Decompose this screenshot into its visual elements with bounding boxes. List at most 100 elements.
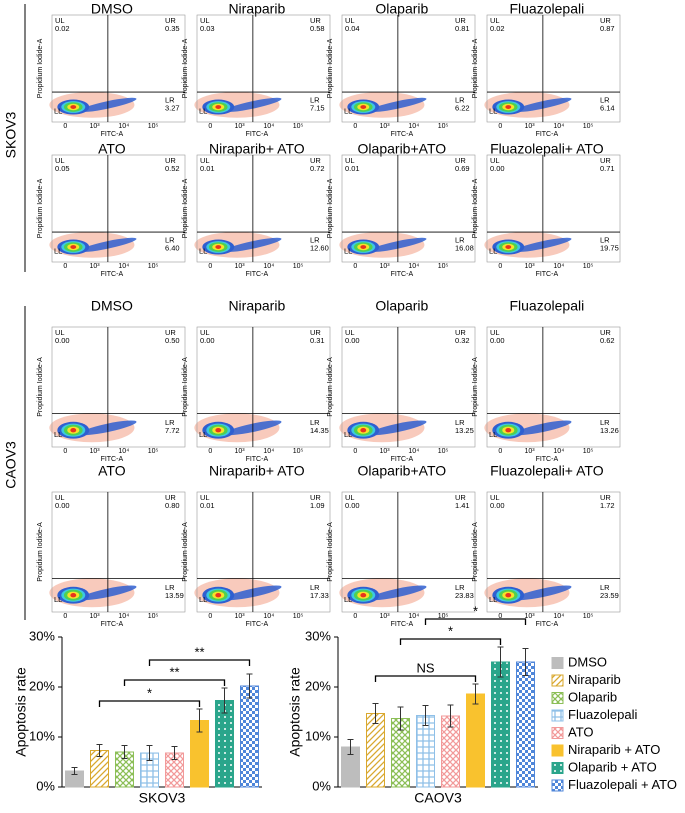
x-axis-label: CAOV3 [414,790,462,806]
significance-label: ** [169,664,179,679]
y-axis-label: Propidium Iodide-A [37,522,44,582]
plot-frame [486,14,621,123]
quadrant-label: UL [345,328,355,337]
quadrant-label: UR [165,328,176,337]
x-tick-label: 0 [353,263,357,270]
quadrant-label: UR [310,493,321,502]
quadrant-label: LR [455,418,465,427]
quadrant-label: UL [55,156,65,165]
quadrant-label: UL [490,328,500,337]
quadrant-value: 12.60 [310,244,329,253]
bar [466,693,485,788]
x-axis-label: FITC-A [536,456,559,463]
y-axis-label: Propidium Iodide-A [182,357,189,417]
quadrant-value: 1.72 [600,501,615,510]
quadrant-value: 3.27 [165,104,180,113]
error-bar [447,704,454,728]
x-tick-label: 10⁴ [263,123,274,130]
quadrant-label: UR [165,16,176,25]
quadrant-value: 13.26 [600,426,619,435]
x-tick-label: 10³ [379,263,390,270]
legend-swatch [551,727,564,739]
error-bar [196,708,203,733]
quadrant-label: LR [455,96,465,105]
x-tick-label: 10³ [234,448,245,455]
quadrant-value: 0.05 [55,164,70,173]
x-tick-label: 10⁴ [118,263,129,270]
x-tick-label: 10⁵ [148,613,159,620]
legend-label: Niraparib [568,672,621,687]
event-density [70,105,77,109]
event-density [360,105,367,109]
bar [366,713,385,788]
quadrant-value: 1.41 [455,501,470,510]
quadrant-label: UR [600,156,611,165]
event-density [505,428,512,433]
error-bar [472,683,479,705]
quadrant-label: UR [455,328,466,337]
bar [516,661,535,788]
quadrant-value: 0.32 [455,336,470,345]
x-tick-label: 10³ [379,448,390,455]
y-axis-label: Propidium Iodide-A [327,522,334,582]
x-tick-label: 0 [498,613,502,620]
quadrant-label: UR [165,156,176,165]
x-tick-label: 10⁴ [553,123,564,130]
quadrant-value: 17.33 [310,591,329,600]
error-bar [372,703,379,724]
x-tick-label: 10⁵ [293,263,304,270]
quadrant-value: 0.00 [55,336,70,345]
x-tick-label: 0 [498,123,502,130]
x-tick-label: 0 [63,263,67,270]
plot-frame [51,14,186,123]
plot-title: Fluazolepali [509,1,584,17]
x-tick-label: 10⁴ [263,613,274,620]
y-axis-label: Propidium Iodide-A [327,38,334,98]
plot-frame [51,491,186,613]
event-density [360,593,367,598]
quadrant-value: 0.87 [600,24,615,33]
quadrant-value: 0.00 [55,501,70,510]
y-tick-label: 0% [36,778,55,793]
legend-swatch [551,674,564,687]
x-tick-label: 10⁵ [438,613,449,620]
y-axis-label: Propidium Iodide-A [327,178,334,238]
quadrant-label: UL [345,156,355,165]
quadrant-value: 0.00 [200,336,215,345]
significance-bracket [374,675,477,682]
significance-label: * [473,603,478,618]
x-tick-label: 10⁴ [408,123,419,130]
x-tick-label: 10⁵ [438,123,449,130]
x-tick-label: 10³ [379,123,390,130]
quadrant-value: 23.59 [600,591,619,600]
quadrant-label: UL [55,328,65,337]
quadrant-label: UR [310,328,321,337]
x-tick-label: 10⁵ [438,263,449,270]
plot-title: Fluazolepali [509,298,584,314]
x-tick-label: 0 [63,448,67,455]
y-tick-label: 30% [29,628,55,643]
quadrant-label: UL [55,493,65,502]
x-tick-label: 10⁵ [148,123,159,130]
x-axis-label: FITC-A [246,621,269,628]
quadrant-value: 0.31 [310,336,325,345]
x-tick-label: 10³ [234,613,245,620]
y-tick-label: 20% [29,678,55,693]
quadrant-label: LL [199,595,207,604]
quadrant-value: 19.75 [600,244,619,253]
plot-title: Niraparib [228,298,285,314]
x-axis-label: FITC-A [101,456,124,463]
x-tick-label: 10³ [234,263,245,270]
legend-swatch [551,657,564,669]
y-axis-label: Propidium Iodide-A [182,522,189,582]
event-density [215,245,222,249]
significance-bracket [424,618,527,625]
significance-label: * [147,685,152,700]
plot-frame [341,14,476,123]
event-density [505,105,512,109]
error-bar [522,648,529,676]
quadrant-value: 0.00 [490,336,505,345]
event-density [215,593,222,598]
x-tick-label: 10³ [524,613,535,620]
